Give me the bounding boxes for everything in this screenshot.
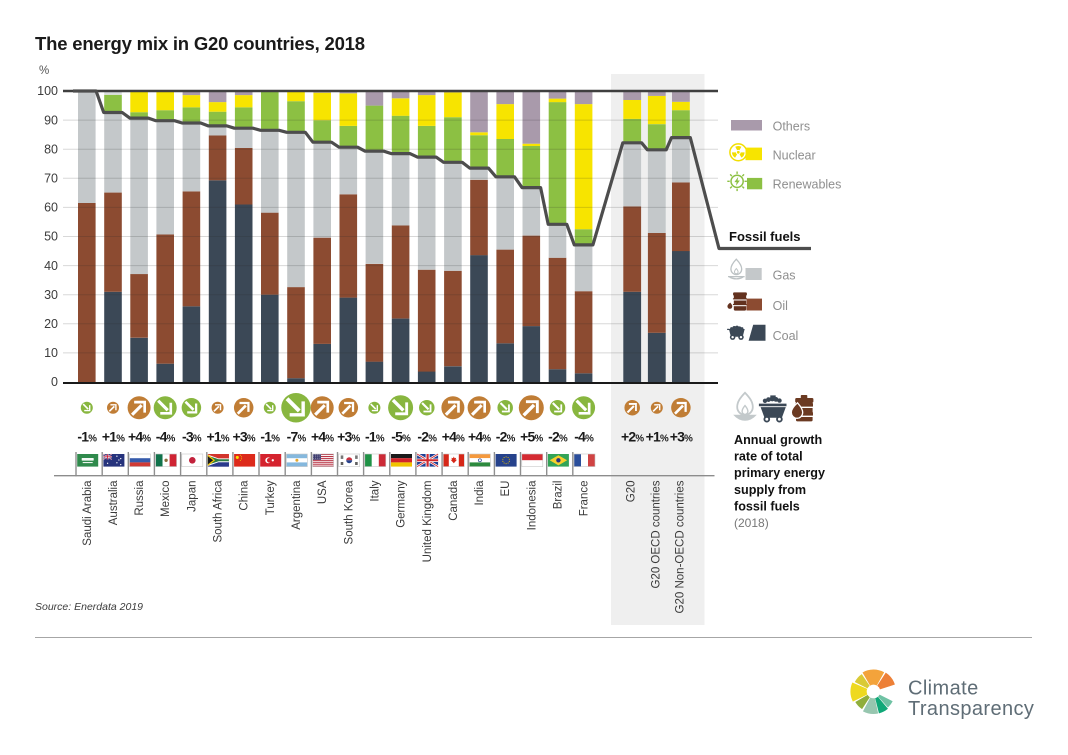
svg-text:+4%: +4%	[468, 429, 491, 445]
svg-text:-7%: -7%	[287, 429, 307, 445]
svg-text:Oil: Oil	[773, 299, 788, 313]
svg-text:40: 40	[44, 259, 58, 273]
svg-text:rate of total: rate of total	[734, 450, 803, 464]
svg-text:90: 90	[44, 113, 58, 127]
svg-text:Argentina: Argentina	[291, 480, 303, 530]
svg-text:Renewables: Renewables	[773, 178, 842, 192]
svg-text:Russia: Russia	[134, 480, 146, 516]
svg-text:+3%: +3%	[337, 429, 360, 445]
svg-text:-2%: -2%	[548, 429, 568, 445]
svg-text:-1%: -1%	[77, 429, 97, 445]
svg-text:0: 0	[51, 375, 58, 389]
svg-text:Source: Enerdata 2019: Source: Enerdata 2019	[35, 601, 143, 613]
svg-text:+4%: +4%	[442, 429, 465, 445]
svg-text:Italy: Italy	[369, 480, 381, 501]
svg-text:France: France	[579, 481, 591, 517]
svg-text:-5%: -5%	[391, 429, 411, 445]
svg-text:Turkey: Turkey	[265, 480, 277, 515]
svg-text:-1%: -1%	[365, 429, 385, 445]
svg-text:+1%: +1%	[102, 429, 125, 445]
svg-text:+1%: +1%	[206, 429, 229, 445]
svg-text:Mexico: Mexico	[160, 481, 172, 517]
svg-text:Transparency: Transparency	[908, 698, 1034, 720]
svg-text:-2%: -2%	[417, 429, 437, 445]
svg-text:+4%: +4%	[128, 429, 151, 445]
svg-text:India: India	[474, 480, 486, 506]
svg-text:80: 80	[44, 142, 58, 156]
svg-text:China: China	[239, 480, 251, 511]
svg-text:(2018): (2018)	[734, 516, 769, 530]
svg-text:%: %	[39, 65, 49, 77]
svg-text:South Korea: South Korea	[343, 480, 355, 545]
svg-text:Nuclear: Nuclear	[773, 149, 816, 163]
svg-text:United Kingdom: United Kingdom	[422, 481, 434, 563]
svg-text:30: 30	[44, 288, 58, 302]
svg-text:Australia: Australia	[108, 480, 120, 525]
svg-text:20: 20	[44, 317, 58, 331]
svg-text:G20 OECD countries: G20 OECD countries	[650, 480, 662, 588]
svg-text:Climate: Climate	[908, 678, 979, 700]
svg-text:-3%: -3%	[182, 429, 202, 445]
svg-text:60: 60	[44, 201, 58, 215]
svg-text:-4%: -4%	[156, 429, 176, 445]
svg-text:Coal: Coal	[773, 329, 799, 343]
svg-text:USA: USA	[317, 480, 329, 504]
svg-text:70: 70	[44, 172, 58, 186]
svg-text:Gas: Gas	[773, 269, 796, 283]
svg-text:+4%: +4%	[311, 429, 334, 445]
svg-text:Others: Others	[773, 120, 811, 134]
svg-text:50: 50	[44, 230, 58, 244]
svg-text:Brazil: Brazil	[553, 481, 565, 510]
svg-text:EU: EU	[500, 481, 512, 497]
svg-text:G20: G20	[626, 481, 638, 503]
svg-text:100: 100	[37, 84, 58, 98]
svg-text:The energy mix in G20 countrie: The energy mix in G20 countries, 2018	[35, 33, 365, 54]
svg-text:Japan: Japan	[186, 481, 198, 512]
svg-text:G20 Non-OECD countries: G20 Non-OECD countries	[674, 480, 686, 613]
svg-text:Germany: Germany	[396, 480, 408, 528]
svg-text:Fossil fuels: Fossil fuels	[729, 229, 801, 244]
svg-text:10: 10	[44, 346, 58, 360]
svg-text:Indonesia: Indonesia	[526, 480, 538, 530]
svg-text:-1%: -1%	[260, 429, 280, 445]
svg-text:+5%: +5%	[520, 429, 543, 445]
svg-text:Saudi Arabia: Saudi Arabia	[82, 480, 94, 546]
svg-text:-2%: -2%	[496, 429, 516, 445]
svg-text:Annual growth: Annual growth	[734, 433, 822, 447]
svg-text:fossil fuels: fossil fuels	[734, 499, 800, 513]
svg-text:supply from: supply from	[734, 483, 806, 497]
svg-text:-4%: -4%	[574, 429, 594, 445]
svg-text:Canada: Canada	[448, 480, 460, 521]
svg-text:South Africa: South Africa	[213, 480, 225, 543]
svg-text:primary energy: primary energy	[734, 466, 825, 480]
svg-text:+3%: +3%	[233, 429, 256, 445]
